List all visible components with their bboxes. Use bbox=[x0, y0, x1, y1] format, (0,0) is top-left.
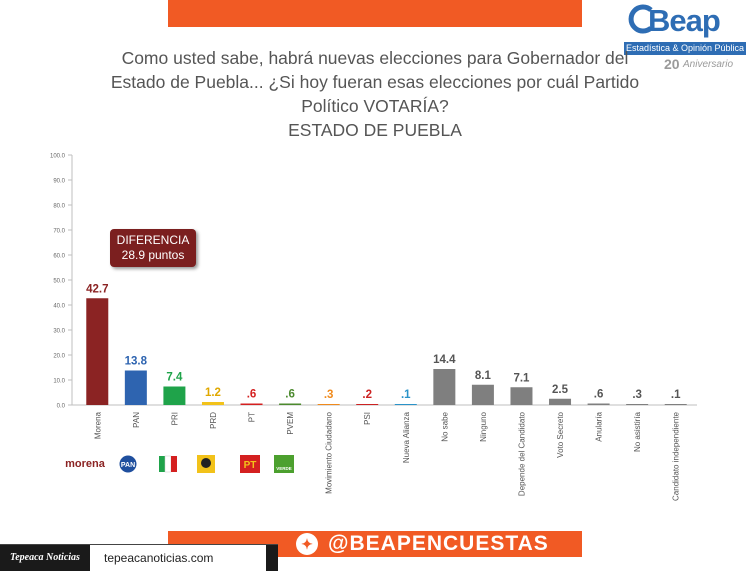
bar bbox=[664, 404, 687, 405]
title-line-4: ESTADO DE PUEBLA bbox=[288, 120, 462, 140]
y-tick-label: 20.0 bbox=[53, 354, 65, 360]
bar bbox=[587, 403, 610, 405]
y-tick-label: 90.0 bbox=[53, 179, 65, 185]
bar bbox=[394, 404, 417, 405]
y-tick-label: 10.0 bbox=[53, 379, 65, 385]
category-label: Candidato independiente bbox=[672, 411, 681, 501]
footer-end-block bbox=[266, 545, 278, 571]
logo-subtitle: Estadística & Opinión Pública bbox=[624, 42, 746, 55]
bar bbox=[279, 403, 302, 405]
pt-logo: PT bbox=[240, 455, 260, 473]
y-tick-label: 80.0 bbox=[53, 204, 65, 210]
bar bbox=[356, 404, 379, 405]
category-label: Morena bbox=[93, 411, 102, 439]
pt-logo-text: PT bbox=[244, 460, 257, 471]
bar bbox=[124, 370, 147, 405]
morena-logo: morena bbox=[60, 455, 110, 473]
pvem-logo-icon: VERDE bbox=[274, 455, 294, 473]
category-label: Anularía bbox=[595, 411, 604, 441]
callout-line-2: 28.9 puntos bbox=[121, 248, 185, 262]
pan-logo-icon: PAN bbox=[119, 455, 137, 473]
category-label: Nueva Alianza bbox=[402, 411, 411, 463]
prd-logo bbox=[196, 455, 216, 473]
top-orange-bar bbox=[168, 0, 582, 27]
pri-logo-icon bbox=[159, 455, 177, 473]
category-label: PVEM bbox=[286, 412, 295, 435]
bar bbox=[317, 404, 340, 405]
bar bbox=[510, 387, 533, 405]
data-label: .6 bbox=[247, 389, 257, 401]
bar bbox=[433, 369, 456, 405]
y-tick-label: 30.0 bbox=[53, 329, 65, 335]
data-label: 42.7 bbox=[86, 283, 108, 295]
callout-line-1: DIFERENCIA bbox=[116, 233, 190, 247]
twitter-banner: ✦ @BEAPENCUESTAS bbox=[168, 531, 582, 557]
bar bbox=[86, 298, 109, 405]
data-label: 14.4 bbox=[433, 354, 456, 366]
pt-logo-icon: PT bbox=[240, 455, 260, 473]
category-label: PAN bbox=[132, 412, 141, 428]
morena-logo-text: morena bbox=[65, 458, 105, 470]
y-tick-label: 60.0 bbox=[53, 254, 65, 260]
y-tick-label: 70.0 bbox=[53, 229, 65, 235]
category-label: PRD bbox=[209, 412, 218, 429]
logo-anniversary-text: Aniversario bbox=[683, 59, 734, 70]
category-label: Depende del Candidato bbox=[517, 411, 526, 496]
twitter-bird-icon[interactable]: ✦ bbox=[296, 533, 318, 555]
bar bbox=[471, 384, 494, 405]
data-label: 8.1 bbox=[475, 370, 492, 382]
category-label: Movimiento Ciudadano bbox=[325, 411, 334, 493]
data-label: 7.4 bbox=[166, 372, 183, 384]
data-label: .6 bbox=[594, 389, 604, 401]
title-line-3: Político VOTARÍA? bbox=[301, 96, 449, 116]
y-tick-label: 100.0 bbox=[50, 154, 66, 160]
footer-url[interactable]: tepeacanoticias.com bbox=[104, 551, 214, 565]
pan-logo-text: PAN bbox=[121, 462, 135, 469]
logo-c-icon bbox=[628, 4, 653, 34]
bar bbox=[549, 398, 572, 405]
y-tick-label: 0.0 bbox=[57, 404, 66, 410]
data-label: 7.1 bbox=[513, 372, 530, 384]
chart-title: Como usted sabe, habrá nuevas elecciones… bbox=[105, 46, 645, 142]
y-tick-label: 50.0 bbox=[53, 279, 65, 285]
category-label: Voto Secreto bbox=[556, 411, 565, 457]
footer: Tepeaca Noticias tepeacanoticias.com bbox=[0, 544, 278, 571]
difference-callout: DIFERENCIA 28.9 puntos bbox=[110, 229, 196, 267]
prd-logo-icon bbox=[197, 455, 215, 473]
data-label: 13.8 bbox=[125, 356, 148, 368]
data-label: .3 bbox=[324, 389, 334, 401]
title-line-1: Como usted sabe, habrá nuevas elecciones… bbox=[121, 48, 629, 68]
category-label: PT bbox=[248, 412, 257, 422]
category-label: PRI bbox=[170, 412, 179, 425]
data-label: .2 bbox=[362, 389, 372, 401]
pan-logo: PAN bbox=[118, 455, 138, 473]
title-line-2: Estado de Puebla... ¿Si hoy fueran esas … bbox=[110, 72, 640, 92]
data-label: .1 bbox=[401, 389, 411, 401]
data-label: 2.5 bbox=[552, 384, 569, 396]
logo-anniversary-number: 20 bbox=[664, 56, 680, 72]
data-label: .6 bbox=[285, 389, 295, 401]
pvem-logo: VERDE bbox=[274, 455, 294, 473]
twitter-handle[interactable]: @BEAPENCUESTAS bbox=[328, 532, 549, 555]
data-label: .1 bbox=[671, 389, 681, 401]
data-label: .3 bbox=[632, 389, 642, 401]
data-label: 1.2 bbox=[205, 387, 221, 399]
bar bbox=[626, 404, 649, 405]
category-label: No sabe bbox=[440, 411, 449, 441]
pri-logo bbox=[158, 455, 178, 473]
pvem-logo-text: VERDE bbox=[276, 466, 292, 471]
category-label: PSI bbox=[363, 412, 372, 425]
footer-brand[interactable]: Tepeaca Noticias bbox=[0, 545, 90, 571]
bar bbox=[201, 402, 224, 405]
category-label: No asistiría bbox=[633, 411, 642, 452]
logo-name: Beap bbox=[648, 3, 721, 38]
bar bbox=[240, 403, 263, 405]
category-label: Ninguno bbox=[479, 411, 488, 441]
beap-logo: Beap Estadística & Opinión Pública 20 An… bbox=[624, 2, 746, 72]
bar-chart: 0.0 10.0 20.0 30.0 40.0 50.0 60.0 70.0 80.0 90.0 1… bbox=[50, 154, 697, 501]
y-tick-label: 40.0 bbox=[53, 304, 65, 310]
bar bbox=[163, 386, 186, 405]
